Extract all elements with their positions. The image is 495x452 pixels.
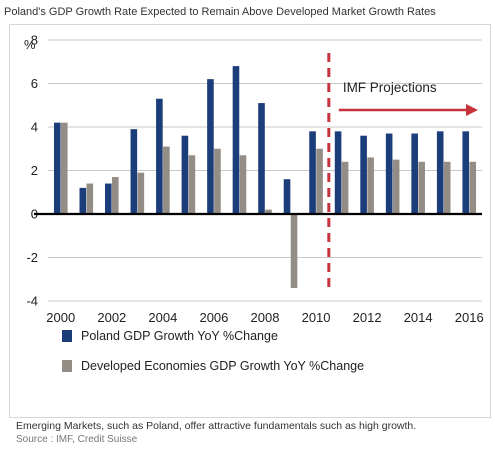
bar-poland (411, 133, 418, 214)
legend-item-developed: Developed Economies GDP Growth YoY %Chan… (62, 359, 364, 373)
bar-developed (137, 172, 145, 214)
x-tick-label: 2004 (148, 310, 177, 325)
bar-developed (316, 148, 323, 214)
bar-poland (105, 183, 112, 214)
legend-label-poland: Poland GDP Growth YoY %Change (81, 329, 278, 343)
bar-poland (181, 135, 189, 214)
bar-developed (443, 161, 451, 214)
bar-poland (53, 122, 61, 214)
projection-arrow-head (466, 104, 478, 116)
bar-poland (436, 131, 444, 214)
bar-poland (130, 129, 138, 214)
x-tick-label: 2016 (455, 310, 484, 325)
y-tick-label: 6 (31, 76, 38, 91)
x-tick-label: 2012 (353, 310, 382, 325)
y-tick-label: 4 (31, 120, 38, 135)
bar-developed (214, 148, 221, 214)
bar-developed (188, 155, 196, 214)
legend-swatch-poland (62, 330, 72, 342)
bar-developed (112, 177, 119, 214)
bar-developed (367, 157, 374, 214)
y-tick-label: -2 (26, 250, 38, 265)
bar-developed (265, 209, 272, 214)
bar-developed (341, 161, 349, 214)
chart-caption: Emerging Markets, such as Poland, offer … (16, 420, 417, 432)
bar-developed (290, 214, 298, 288)
bar-poland (207, 79, 214, 215)
y-tick-label: 2 (31, 163, 38, 178)
bar-poland (232, 66, 240, 214)
bar-poland (156, 98, 163, 214)
bar-developed (392, 159, 400, 214)
bar-developed (239, 155, 247, 214)
bar-developed (418, 161, 425, 214)
x-tick-label: 2000 (46, 310, 75, 325)
bar-poland (258, 103, 265, 214)
bar-poland (360, 135, 367, 214)
legend-label-developed: Developed Economies GDP Growth YoY %Chan… (81, 359, 365, 373)
bar-poland (385, 133, 393, 214)
bar-poland (79, 187, 87, 214)
chart-panel: %-4-202468200020022004200620082010201220… (9, 24, 491, 418)
x-tick-label: 2008 (251, 310, 280, 325)
y-tick-label: -4 (26, 294, 38, 309)
y-axis-unit-label: % (24, 37, 36, 52)
bar-poland (334, 131, 342, 214)
x-tick-label: 2014 (404, 310, 433, 325)
gdp-growth-chart: %-4-202468200020022004200620082010201220… (24, 33, 484, 326)
page-title: Poland's GDP Growth Rate Expected to Rem… (4, 6, 436, 18)
bar-poland (283, 179, 291, 214)
x-tick-label: 2002 (97, 310, 126, 325)
bar-developed (86, 183, 94, 214)
bar-developed (469, 161, 477, 214)
bar-developed (163, 146, 170, 214)
x-tick-label: 2006 (199, 310, 228, 325)
y-tick-label: 8 (31, 33, 38, 48)
bar-poland (462, 131, 470, 214)
projection-label: IMF Projections (343, 80, 437, 95)
x-tick-label: 2010 (302, 310, 331, 325)
legend-item-poland: Poland GDP Growth YoY %Change (62, 329, 278, 343)
bar-poland (309, 131, 316, 214)
legend-swatch-developed (62, 360, 72, 372)
bar-developed (60, 122, 68, 214)
chart-source: Source : IMF, Credit Suisse (16, 434, 138, 445)
